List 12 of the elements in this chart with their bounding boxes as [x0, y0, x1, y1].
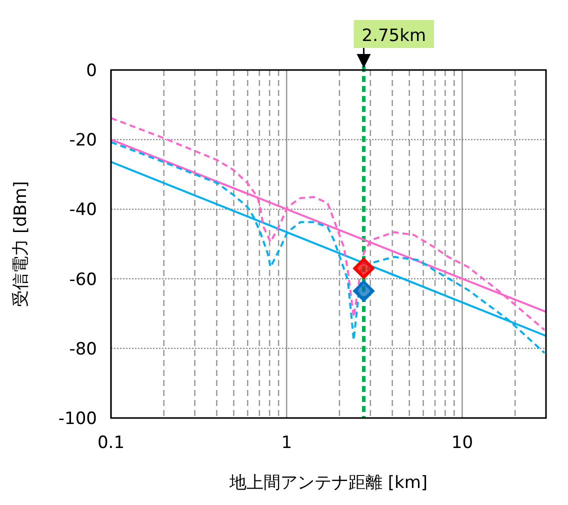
- y-tick-label: -20: [69, 130, 97, 151]
- x-tick-label: 1: [281, 433, 292, 453]
- x-axis-title: 地上間アンテナ距離 [km]: [228, 473, 428, 493]
- y-tick-label: -100: [58, 409, 97, 429]
- x-tick-label: 10: [451, 433, 474, 453]
- ref-line-label: 2.75km: [362, 26, 426, 46]
- x-tick-label: 0.1: [97, 433, 125, 453]
- y-tick-label: -80: [69, 339, 97, 360]
- y-tick-label: -60: [69, 270, 97, 290]
- y-tick-label: -40: [69, 200, 97, 220]
- y-tick-label: 0: [86, 61, 97, 81]
- y-axis-title: 受信電力 [dBm]: [11, 181, 31, 307]
